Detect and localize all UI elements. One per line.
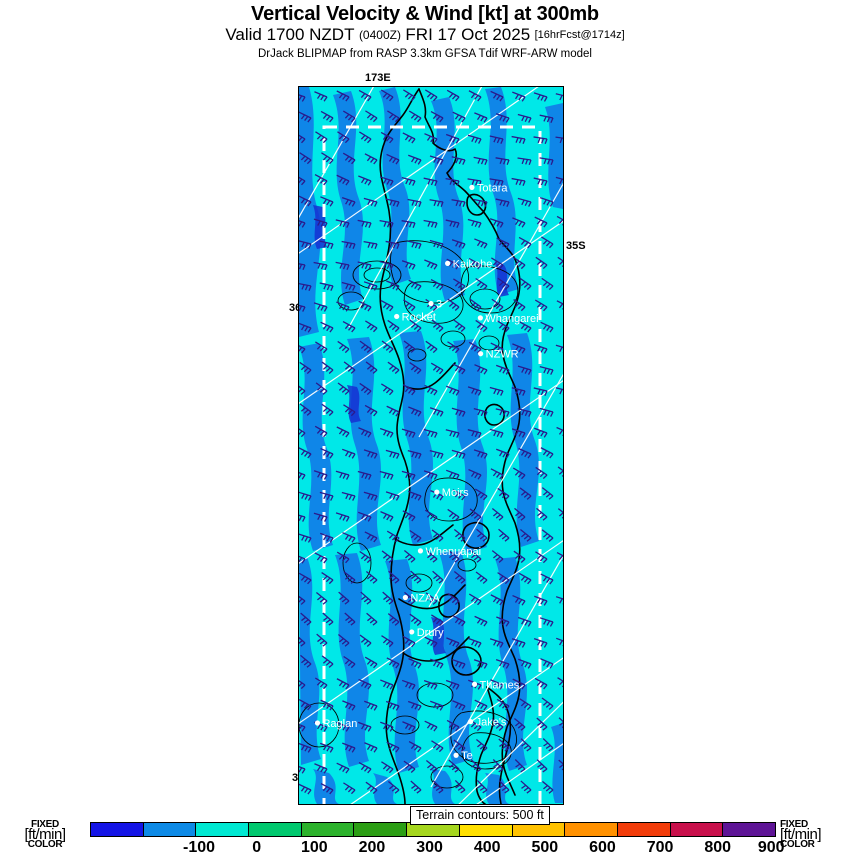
colorbar-label-right-unit: [ft/min] [780,826,822,843]
title-block: Vertical Velocity & Wind [kt] at 300mb V… [0,0,850,62]
station-label: Whenuapai [425,546,481,558]
colorbar-segment-4 [301,823,355,836]
colorbar-tick-300: 300 [416,839,443,856]
station-marker[interactable] [477,315,483,321]
colorbar-segment-0 [91,823,144,836]
station-marker[interactable] [434,489,440,495]
station-marker[interactable] [453,752,459,758]
forecast-hour-tag: [16hrFcst@1714z] [534,29,625,41]
colorbar-tick-neg100: -100 [183,839,216,856]
colorbar-tick-labels: -100 0 100 200 300 400 500 600 700 800 900 [90,839,784,859]
station-label: Thames [480,679,520,691]
colorbar-segment-1 [143,823,197,836]
colorbar-label-right: FIXED [ft/min] COLOR [780,820,850,860]
station-label: NZAA [410,593,440,605]
colorbar-segment-9 [565,823,618,836]
station-marker[interactable] [471,681,478,687]
colorbar-segment-3 [249,823,302,836]
colorbar-label-left: FIXED [ft/min] COLOR [6,820,84,860]
colorbar-tick-800: 800 [704,839,732,856]
colorbar-label-right-fixed: FIXED [780,819,808,830]
colorbar-tick-600: 600 [589,839,616,856]
station-label: Kaikohe [453,258,493,270]
station-label: Raglan [322,718,357,730]
graticule-label-173e: 173E [365,72,391,84]
station-marker[interactable] [468,718,474,725]
station-label: NZWR [486,349,519,361]
colorbar-segment-5 [354,823,408,836]
colorbar-segment-8 [512,823,566,836]
colorbar-segment-2 [196,823,250,836]
colorbar-segment-7 [459,823,513,836]
valid-date: FRI 17 Oct 2025 [405,25,531,44]
station-marker[interactable] [417,548,424,554]
model-source-line: DrJack BLIPMAP from RASP 3.3km GFSA Tdif… [257,48,592,60]
colorbar-tick-200: 200 [358,839,386,856]
station-label: Whangarei [485,313,538,325]
colorbar-segment-11 [670,823,724,836]
station-label: Te [461,750,473,762]
station-label: Drury [417,627,444,639]
valid-time-prefix: Valid 1700 NZDT [225,25,355,44]
colorbar-tick-700: 700 [646,839,674,856]
colorbar-segment-12 [723,823,775,836]
station-label: Moirs [442,487,469,499]
colorbar: FIXED [ft/min] COLOR -100 0 100 200 300 400 50… [0,820,850,860]
station-label: Rocket [402,311,436,323]
station-label: Totara [477,182,508,194]
colorbar-tick-400: 400 [473,839,501,856]
colorbar-segment-10 [617,823,671,836]
graticule-label-35s: 35S [566,240,586,252]
forecast-map[interactable]: Totara Kaikohe Rocket 3 Whangarei NZWR Moirs Wh… [298,86,564,805]
colorbar-tick-500: 500 [531,839,559,856]
station-marker[interactable] [394,313,400,320]
station-marker[interactable] [428,300,434,307]
station-marker[interactable] [478,351,484,357]
colorbar-label-left-unit: [ft/min] [24,826,66,843]
valid-time-utc: (0400Z) [358,28,401,42]
terrain-contour-caption: Terrain contours: 500 ft [410,806,550,825]
colorbar-tick-0: 0 [252,839,262,856]
colorbar-segment-6 [407,823,460,836]
station-marker[interactable] [445,260,451,266]
valid-time-line: Valid 1700 NZDT (0400Z) FRI 17 Oct 2025 … [0,25,850,47]
map-panel[interactable]: Totara Kaikohe Rocket 3 Whangarei NZWR Moirs Wh… [298,86,564,805]
colorbar-label-left-fixed: FIXED [31,819,59,830]
station-marker[interactable] [469,184,475,190]
station-label: 3 [436,299,442,311]
page-title: Vertical Velocity & Wind [kt] at 300mb [251,3,599,25]
colorbar-tick-100: 100 [300,839,328,856]
colorbar-label-left-color: COLOR [27,839,63,850]
colorbar-label-right-color: COLOR [780,839,815,850]
station-label: Jake's [476,717,507,729]
colorbar-tick-900: 900 [757,839,785,856]
station-marker[interactable] [409,629,415,635]
station-marker[interactable] [402,594,408,601]
station-marker[interactable] [314,720,321,726]
